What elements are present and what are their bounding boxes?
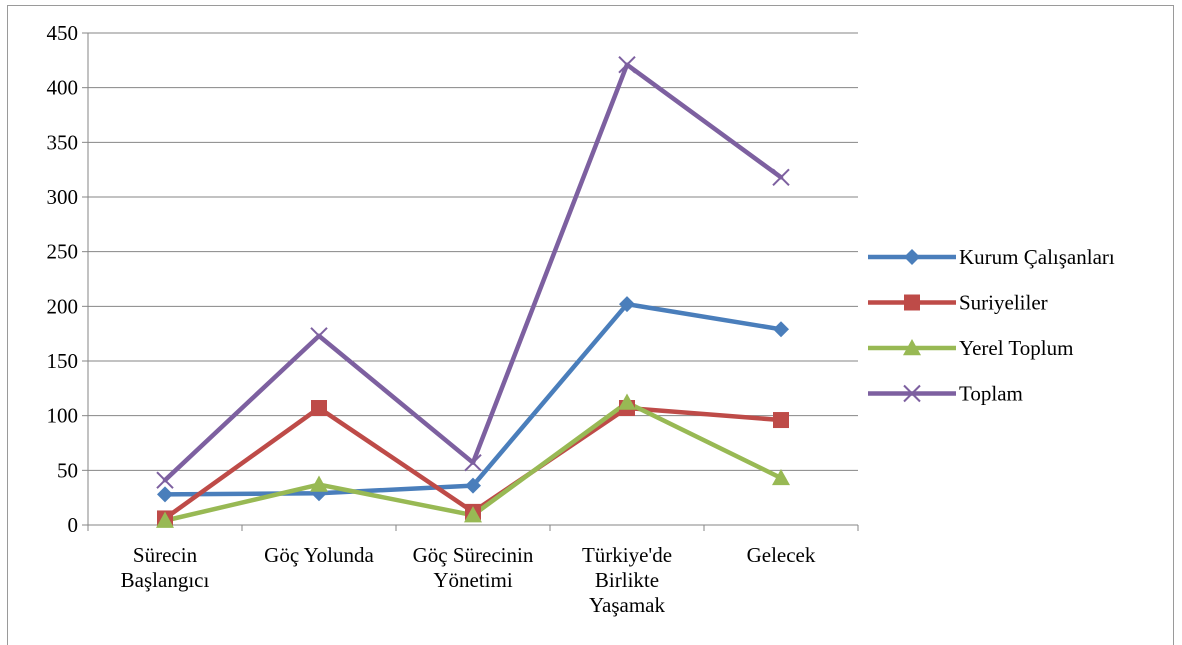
y-tick-label: 250 [47, 240, 79, 264]
data-point [311, 400, 327, 417]
y-tick-labels: 0 50 100 150 200 250 300 350 400 450 [47, 21, 79, 537]
y-tick-label: 400 [47, 76, 79, 100]
x-tick-label: Göç Sürecinin Yönetimi [413, 543, 534, 592]
x-tick-label-line: Göç Yolunda [264, 543, 374, 567]
y-tick-label: 100 [47, 404, 79, 428]
chart-frame [7, 5, 1174, 645]
x-tick-label-line: Göç Sürecinin [413, 543, 534, 567]
legend-label: Kurum Çalışanları [959, 245, 1115, 269]
series-line [162, 62, 784, 483]
data-point [773, 412, 789, 429]
data-point [156, 471, 174, 489]
data-point [773, 321, 789, 338]
x-tick-label-line: Türkiye'de [582, 543, 672, 567]
x-tick-label: Türkiye'de Birlikte Yaşamak [582, 543, 672, 617]
data-point [464, 506, 482, 523]
x-tick-label-line: Yaşamak [589, 593, 666, 617]
x-tick-label-line: Gelecek [747, 543, 816, 567]
series-markers [156, 55, 790, 528]
y-tick-label: 350 [47, 130, 79, 154]
x-tick-label-line: Başlangıcı [121, 568, 210, 592]
legend: Kurum Çalışanları Suriyeliler Yerel Toplum… [868, 245, 1115, 406]
legend-marker [903, 384, 921, 403]
y-tick-label: 150 [47, 349, 79, 373]
gridlines [88, 32, 858, 471]
data-point [310, 327, 328, 345]
data-point [772, 468, 790, 486]
legend-item: Suriyeliler [868, 291, 1048, 315]
x-tick-label-line: Sürecin [133, 543, 198, 567]
y-tick-label: 50 [57, 458, 78, 482]
data-point [772, 168, 790, 187]
data-point [619, 296, 635, 313]
y-tick-label: 200 [47, 294, 79, 318]
series-line [162, 301, 784, 497]
series-lines [162, 62, 784, 523]
x-tick-label: Göç Yolunda [264, 543, 374, 567]
data-point [156, 511, 174, 528]
legend-marker [903, 339, 921, 356]
x-tick-label-line: Birlikte [595, 568, 659, 592]
legend-item: Yerel Toplum [868, 336, 1073, 360]
data-point [618, 393, 636, 410]
x-tick-label: Sürecin Başlangıcı [121, 543, 210, 592]
legend-marker [904, 249, 920, 265]
data-point [618, 55, 636, 74]
data-point [464, 453, 482, 472]
legend-item: Kurum Çalışanları [868, 245, 1115, 269]
data-point [157, 486, 173, 503]
legend-label: Toplam [959, 382, 1023, 406]
x-tick-label: Gelecek [747, 543, 816, 567]
x-tick-labels: Sürecin Başlangıcı Göç Yolunda Göç Sürecini… [121, 543, 816, 617]
legend-marker [904, 294, 920, 311]
data-point [310, 475, 328, 492]
legend-label: Suriyeliler [959, 291, 1048, 315]
y-tick-label: 300 [47, 185, 79, 209]
legend-item: Toplam [868, 382, 1023, 406]
x-tick-label-line: Yönetimi [433, 568, 512, 592]
y-tick-label: 450 [47, 21, 79, 45]
y-tick-label: 0 [68, 513, 79, 537]
axes [82, 32, 859, 531]
data-point [465, 477, 481, 494]
legend-label: Yerel Toplum [959, 336, 1073, 360]
